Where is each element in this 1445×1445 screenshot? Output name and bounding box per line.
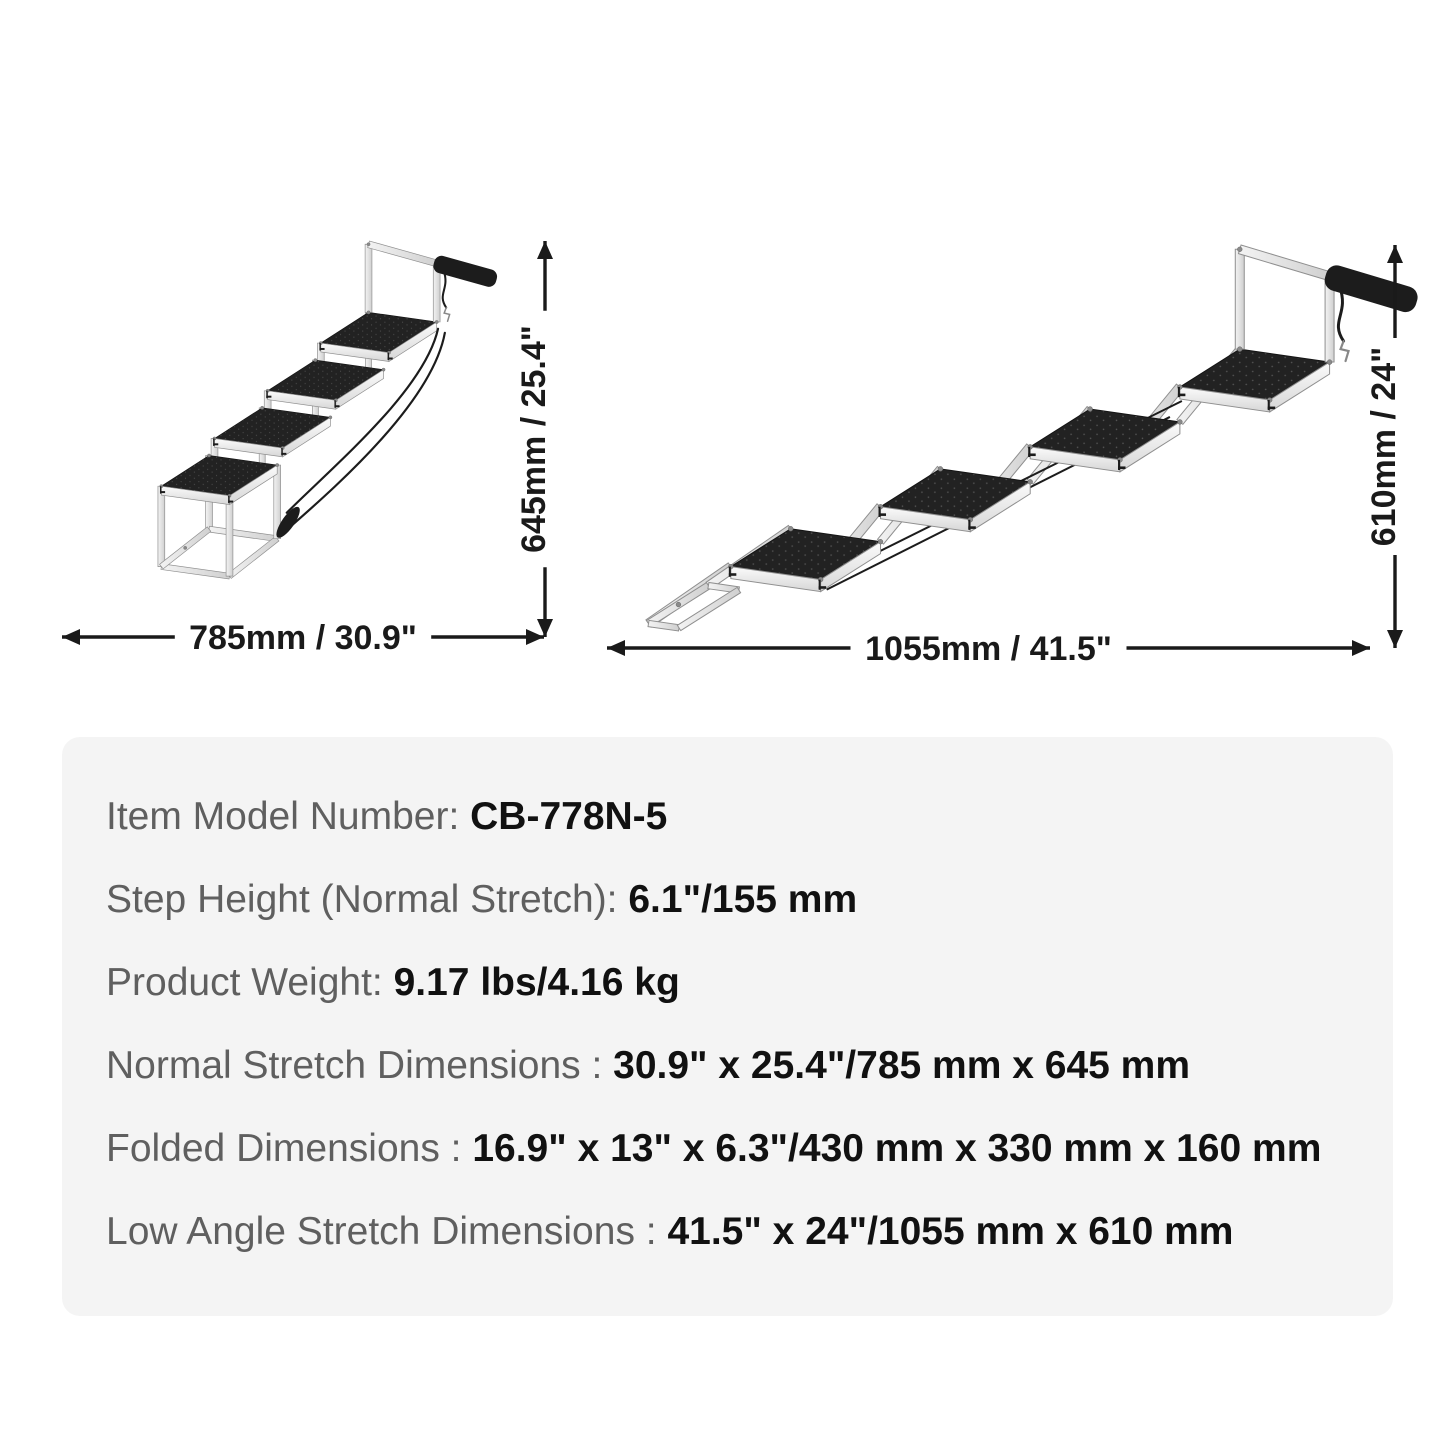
svg-text:785mm / 30.9": 785mm / 30.9" — [189, 619, 417, 657]
svg-text:645mm / 25.4": 645mm / 25.4" — [515, 325, 553, 553]
svg-text:610mm / 24": 610mm / 24" — [1365, 347, 1403, 546]
svg-text:1055mm / 41.5": 1055mm / 41.5" — [865, 630, 1112, 668]
